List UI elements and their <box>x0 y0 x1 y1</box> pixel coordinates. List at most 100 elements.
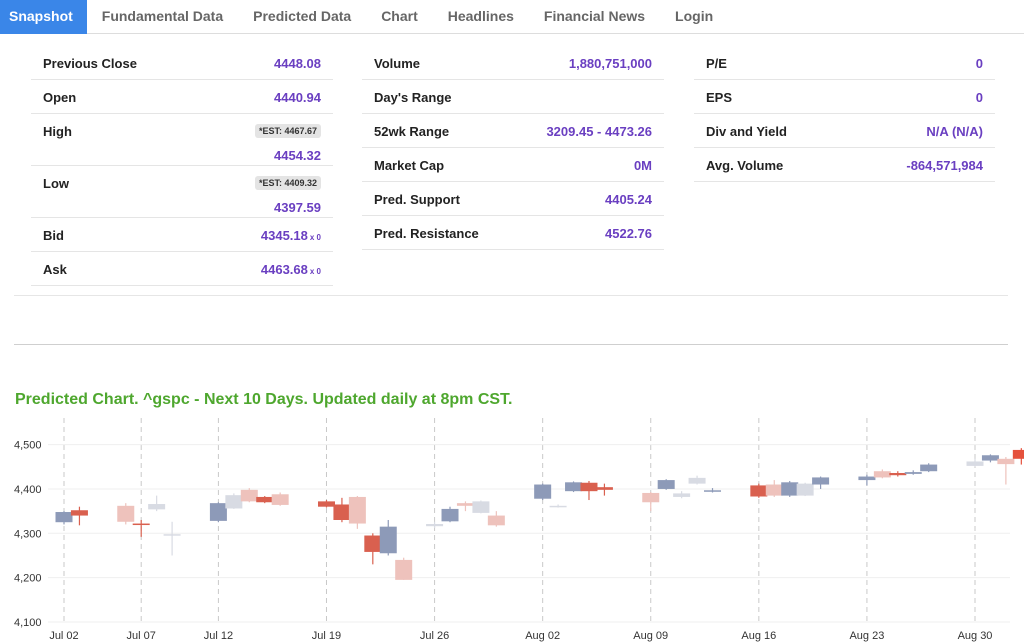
volume-label: Volume <box>374 56 420 71</box>
eps-row: EPS 0 <box>694 80 995 114</box>
candle-body <box>225 495 243 509</box>
low-row: Low *EST: 4409.32 4397.59 <box>31 166 333 218</box>
x-tick-label: Aug 09 <box>633 630 668 642</box>
candle-body <box>858 476 876 481</box>
candle-body <box>271 494 289 505</box>
candle-body <box>472 501 490 513</box>
previous-close-row: Previous Close 4448.08 <box>31 46 333 80</box>
candle-body <box>256 496 274 503</box>
volume-value: 1,880,751,000 <box>568 56 652 71</box>
section-divider-light <box>14 295 1008 296</box>
days-range-row: Day's Range <box>362 80 664 114</box>
days-range-label: Day's Range <box>374 90 452 105</box>
avg-volume-value: -864,571,984 <box>906 158 983 173</box>
tab-predicted-data[interactable]: Predicted Data <box>253 8 352 24</box>
candle-body <box>765 484 783 496</box>
candle-body <box>657 480 675 489</box>
low-estimate-badge: *EST: 4409.32 <box>254 176 321 190</box>
pred-resistance-label: Pred. Resistance <box>374 226 479 241</box>
candle-body <box>595 487 613 490</box>
pe-row: P/E 0 <box>694 46 995 80</box>
52wk-range-label: 52wk Range <box>374 124 450 139</box>
candle-body <box>534 484 552 499</box>
candle-body <box>379 526 397 554</box>
high-row: High *EST: 4467.67 4454.32 <box>31 114 333 166</box>
candle-body <box>240 489 258 502</box>
tab-headlines[interactable]: Headlines <box>447 8 514 24</box>
predicted-candlestick-chart: Jul 02 Jul 07 Jul 12 Jul 19 Jul 26 Aug 02 Aug … <box>14 418 1024 642</box>
predicted-chart-title: Predicted Chart. ^gspc - Next 10 Days. U… <box>15 391 513 408</box>
candle-body <box>873 471 891 478</box>
candle-body <box>487 515 505 526</box>
bid-value-group: 4345.18 x 0 <box>261 228 321 243</box>
candle-body <box>426 523 444 527</box>
bid-label: Bid <box>43 228 64 243</box>
snapshot-column-3: P/E 0 EPS 0 Div and Yield N/A (N/A) Avg.… <box>694 46 995 182</box>
ask-size: x 0 <box>309 267 321 276</box>
candle-body <box>704 490 722 492</box>
avg-volume-row: Avg. Volume -864,571,984 <box>694 148 995 182</box>
candle-body <box>441 508 459 522</box>
div-yield-row: Div and Yield N/A (N/A) <box>694 114 995 148</box>
x-tick-label: Jul 19 <box>312 630 341 642</box>
tab-financial-news[interactable]: Financial News <box>543 8 646 24</box>
ask-row: Ask 4463.68 x 0 <box>31 252 333 286</box>
volume-row: Volume 1,880,751,000 <box>362 46 664 80</box>
div-yield-label: Div and Yield <box>706 124 787 139</box>
candle-body <box>750 485 768 497</box>
pred-resistance-value: 4522.76 <box>605 226 652 241</box>
candle-body <box>904 472 922 474</box>
chart-gridlines <box>48 418 1010 623</box>
x-tick-label: Aug 23 <box>849 630 884 642</box>
candle-body <box>889 472 907 476</box>
high-value: 4454.32 <box>274 147 321 163</box>
52wk-range-value: 3209.45 - 4473.26 <box>546 124 652 139</box>
candle-body <box>456 503 474 506</box>
bid-value: 4345.18 <box>260 228 308 243</box>
y-tick-label: 4,100 <box>14 617 42 629</box>
pred-resistance-row: Pred. Resistance 4522.76 <box>362 216 664 250</box>
tab-fundamental-data[interactable]: Fundamental Data <box>101 8 224 24</box>
candle-body <box>673 493 691 497</box>
low-label: Low <box>43 176 69 191</box>
x-tick-label: Jul 07 <box>127 630 156 642</box>
candle-body <box>163 534 181 536</box>
ask-value-group: 4463.68 x 0 <box>261 262 321 277</box>
x-tick-label: Jul 12 <box>204 630 233 642</box>
candle-body <box>549 505 567 508</box>
candle-body <box>781 482 799 496</box>
candle-body <box>70 510 88 516</box>
candle-body <box>364 535 382 552</box>
open-label: Open <box>43 90 77 105</box>
snapshot-column-2: Volume 1,880,751,000 Day's Range 52wk Ra… <box>362 46 664 250</box>
previous-close-value: 4448.08 <box>274 56 321 71</box>
tab-snapshot[interactable]: Snapshot <box>0 0 87 34</box>
candle-body <box>580 482 598 492</box>
candle-body <box>395 559 413 580</box>
candle-body <box>148 504 166 510</box>
candle-body <box>997 458 1015 465</box>
candle-body <box>55 512 73 523</box>
pe-label: P/E <box>706 56 727 71</box>
candle-body <box>920 464 938 472</box>
tab-chart[interactable]: Chart <box>381 8 418 24</box>
pred-support-label: Pred. Support <box>374 192 460 207</box>
eps-label: EPS <box>706 90 733 105</box>
tab-login[interactable]: Login <box>675 8 714 24</box>
candle-body <box>132 523 150 526</box>
open-row: Open 4440.94 <box>31 80 333 114</box>
ask-value: 4463.68 <box>260 262 308 277</box>
candle-body <box>117 505 135 522</box>
market-cap-row: Market Cap 0M <box>362 148 664 182</box>
52wk-range-row: 52wk Range 3209.45 - 4473.26 <box>362 114 664 148</box>
snapshot-column-1: Previous Close 4448.08 Open 4440.94 High… <box>31 46 333 286</box>
pe-value: 0 <box>975 56 983 71</box>
chart-candles <box>55 448 1024 580</box>
candle-body <box>642 492 660 503</box>
eps-value: 0 <box>975 90 983 105</box>
avg-volume-label: Avg. Volume <box>706 158 784 173</box>
x-tick-label: Aug 16 <box>741 630 776 642</box>
section-divider <box>14 344 1008 345</box>
candle-body <box>348 496 366 524</box>
candle-body <box>1012 449 1024 459</box>
